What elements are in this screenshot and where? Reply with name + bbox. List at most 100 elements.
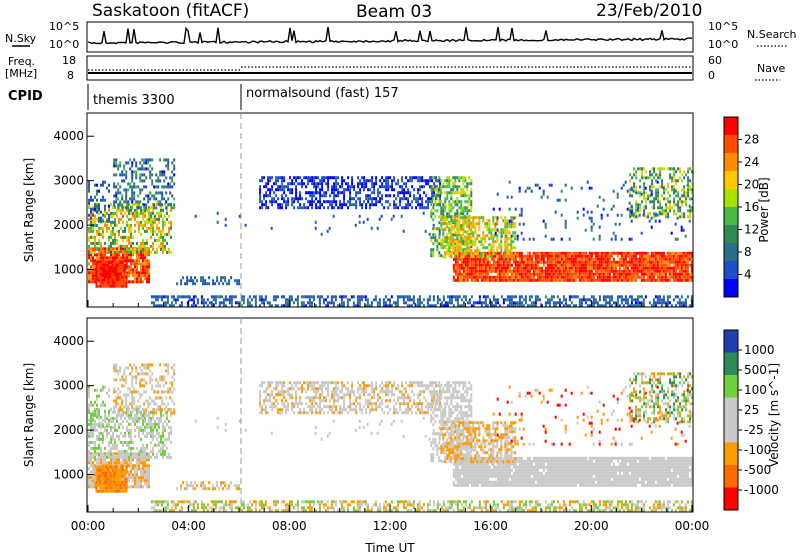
power-cell: [468, 269, 471, 273]
power-cell: [326, 295, 329, 299]
power-cell: [610, 275, 613, 279]
power-cell: [402, 229, 405, 233]
power-cell: [402, 298, 405, 302]
power-cell: [672, 278, 675, 282]
power-cell: [650, 216, 653, 220]
power-cell: [614, 269, 617, 273]
power-cell: [108, 256, 110, 260]
power-cell: [673, 176, 676, 180]
power-cell: [458, 275, 461, 279]
power-cell: [670, 254, 673, 258]
power-cell: [363, 182, 366, 186]
power-cell: [562, 298, 565, 302]
power-cell: [687, 209, 690, 213]
power-cell: [518, 251, 521, 255]
power-cell: [450, 209, 453, 213]
power-cell: [494, 263, 497, 267]
velocity-cell: [95, 477, 98, 481]
power-cell: [162, 250, 164, 254]
power-cell: [675, 194, 678, 198]
power-cell: [586, 275, 589, 279]
power-cell: [341, 203, 344, 207]
power-cell: [90, 256, 92, 260]
power-cell: [452, 191, 455, 195]
power-cell: [98, 280, 100, 284]
power-cell: [494, 304, 497, 308]
power-cell: [648, 219, 651, 223]
power-cell: [588, 251, 591, 255]
power-cell: [347, 206, 350, 210]
power-cell: [356, 304, 359, 308]
power-cell: [682, 275, 685, 279]
power-cell: [131, 176, 134, 180]
power-cell: [309, 203, 312, 207]
power-cell: [94, 268, 96, 272]
power-cell: [228, 279, 231, 283]
power-cell: [464, 200, 467, 204]
power-cell: [135, 200, 138, 204]
power-cell: [592, 301, 595, 305]
power-cell: [468, 239, 471, 243]
power-cell: [624, 269, 627, 273]
velocity-cell: [144, 458, 146, 462]
power-cell: [112, 214, 114, 218]
power-cell: [367, 200, 370, 204]
power-cell: [628, 260, 631, 264]
power-cell: [490, 246, 493, 250]
power-cell: [378, 301, 381, 305]
power-cell: [686, 260, 689, 264]
power-cell: [434, 209, 437, 213]
power-cell: [432, 218, 435, 222]
power-cell: [634, 272, 637, 276]
power-cell: [468, 203, 471, 207]
power-cell: [598, 254, 601, 258]
power-cell: [476, 237, 479, 241]
power-cell: [620, 186, 623, 190]
power-cell: [295, 191, 298, 195]
power-cell: [484, 295, 487, 299]
power-cell: [134, 223, 136, 227]
power-cell: [602, 272, 605, 276]
power-cell: [268, 301, 271, 305]
power-cell: [536, 251, 539, 255]
power-cell: [92, 277, 94, 281]
power-cell: [568, 304, 571, 308]
power-cell: [105, 275, 108, 279]
power-cell: [284, 301, 287, 305]
power-cell: [673, 200, 676, 204]
power-cell: [566, 275, 569, 279]
power-cell: [104, 253, 106, 257]
power-cell: [107, 269, 110, 273]
power-cell: [490, 301, 493, 305]
power-cell: [624, 251, 627, 255]
power-cell: [598, 237, 601, 241]
power-cell: [107, 263, 110, 267]
power-cell: [411, 206, 414, 210]
power-cell: [390, 304, 393, 308]
power-cell: [108, 238, 110, 242]
power-cell: [98, 250, 100, 254]
power-cell: [598, 304, 601, 308]
power-cell: [518, 222, 521, 226]
power-cell: [135, 173, 138, 177]
power-cell: [131, 161, 134, 165]
power-cell: [492, 275, 495, 279]
power-cell: [508, 263, 511, 267]
power-cell: [690, 263, 693, 267]
power-cell: [96, 247, 98, 251]
power-cell: [640, 272, 643, 276]
power-cell: [662, 263, 665, 267]
power-cell: [576, 295, 579, 299]
power-cell: [500, 249, 503, 253]
power-cell: [470, 245, 473, 249]
power-cell: [680, 269, 683, 273]
power-cell: [602, 263, 605, 267]
power-cell: [160, 205, 162, 209]
power-cell: [153, 206, 156, 210]
power-cell: [524, 275, 527, 279]
power-cell: [663, 191, 666, 195]
power-cell: [95, 281, 98, 285]
velocity-cell: [99, 483, 102, 487]
power-cell: [590, 263, 593, 267]
power-cell: [274, 304, 277, 308]
